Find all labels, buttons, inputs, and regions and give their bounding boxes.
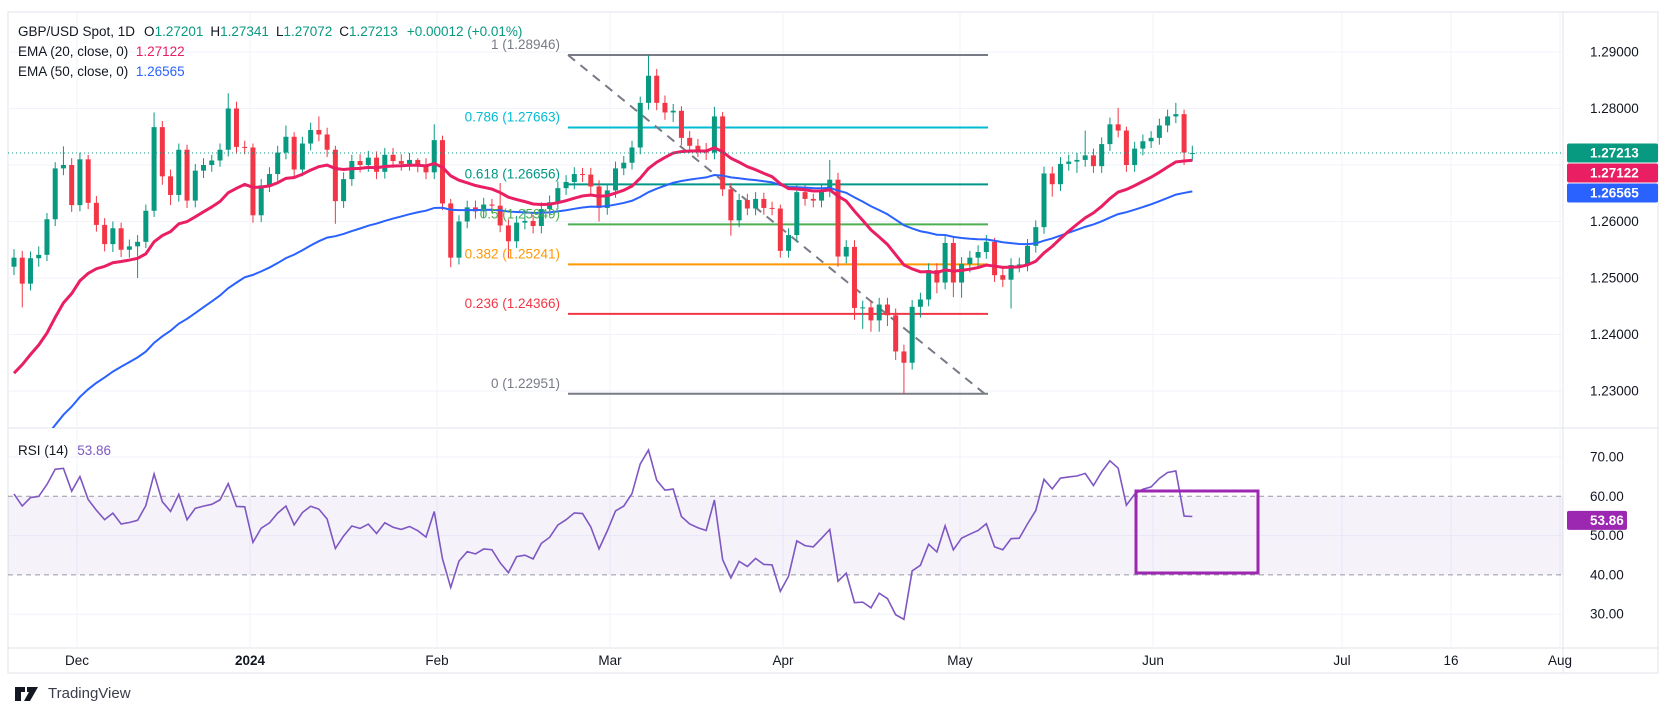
svg-text:1.27122: 1.27122: [1590, 165, 1639, 180]
svg-text:1.25000: 1.25000: [1590, 271, 1639, 286]
price-axis[interactable]: 1.29000 1.28000 1.26000 1.25000 1.24000 1.230…: [1567, 45, 1658, 399]
ohlc-letter: C: [339, 24, 350, 39]
ema50-value: 1.26565: [135, 64, 185, 79]
rsi-line: [13, 448, 1193, 621]
ema50-label[interactable]: EMA (50, close, 0): [18, 64, 129, 79]
svg-text:0.618 (1.26656): 0.618 (1.26656): [465, 166, 560, 181]
ohlc-values: O1.27201 H1.27341 L1.27072 C1.27213: [144, 24, 405, 39]
ema20-label[interactable]: EMA (20, close, 0): [18, 44, 129, 59]
svg-text:Jun: Jun: [1142, 653, 1164, 668]
svg-text:0.236 (1.24366): 0.236 (1.24366): [465, 296, 560, 311]
rsi-value: 53.86: [77, 443, 112, 458]
svg-text:53.86: 53.86: [1590, 513, 1624, 528]
time-axis[interactable]: Dec 2024 Feb Mar Apr May Jun Jul 16 Aug: [65, 653, 1572, 668]
svg-text:Feb: Feb: [425, 653, 448, 668]
svg-text:30.00: 30.00: [1590, 607, 1624, 622]
svg-text:Apr: Apr: [772, 653, 794, 668]
tradingview-logo[interactable]: TradingView: [15, 684, 131, 702]
chart-frame: [7, 11, 1659, 674]
price-badge-1.27213: [1567, 143, 1658, 163]
svg-text:Mar: Mar: [598, 653, 622, 668]
rsi-legend-row: RSI (14) 53.86: [18, 443, 111, 458]
change-value: +0.00012 (+0.01%): [406, 24, 523, 39]
price-badge-1.27122: [1567, 163, 1658, 183]
svg-text:Aug: Aug: [1548, 653, 1572, 668]
svg-text:16: 16: [1443, 653, 1458, 668]
fib-labels: 1 (1.28946) 0.786 (1.27663) 0.618 (1.26656…: [465, 37, 560, 391]
svg-text:1.26565: 1.26565: [1590, 185, 1639, 200]
svg-text:0.786 (1.27663): 0.786 (1.27663): [465, 110, 560, 125]
ema50-legend-row: EMA (50, close, 0) 1.26565: [18, 64, 185, 79]
price-pane[interactable]: [8, 54, 1563, 467]
svg-text:Dec: Dec: [65, 653, 89, 668]
gridlines: [8, 12, 1563, 648]
svg-text:70.00: 70.00: [1590, 450, 1624, 465]
svg-text:Jul: Jul: [1333, 653, 1350, 668]
ohlc-number: 1.27072: [283, 24, 333, 39]
svg-text:40.00: 40.00: [1590, 567, 1624, 582]
tradingview-logo-icon: [15, 687, 38, 701]
symbol-title[interactable]: GBP/USD Spot, 1D: [18, 24, 136, 39]
ema50-line: [51, 174, 1193, 428]
ohlc-number: 1.27201: [154, 24, 204, 39]
svg-text:50.00: 50.00: [1590, 528, 1624, 543]
svg-text:1.24000: 1.24000: [1590, 327, 1639, 342]
svg-text:0 (1.22951): 0 (1.22951): [491, 376, 560, 391]
svg-text:2024: 2024: [235, 653, 266, 668]
svg-text:May: May: [947, 653, 973, 668]
svg-text:1.29000: 1.29000: [1590, 45, 1639, 60]
svg-text:1.27213: 1.27213: [1590, 145, 1639, 160]
ohlc-letter: O: [144, 24, 155, 39]
main-legend-row: GBP/USD Spot, 1D O1.27201 H1.27341 L1.27072…: [18, 24, 522, 39]
ohlc-number: 1.27213: [349, 24, 398, 39]
rsi-band: [8, 496, 1563, 575]
svg-text:1 (1.28946): 1 (1.28946): [491, 37, 560, 52]
rsi-axis[interactable]: 70.00 60.00 50.00 40.00 30.00 53.86: [1567, 450, 1627, 622]
ema20-value: 1.27122: [135, 44, 185, 59]
ohlc-letter: L: [275, 24, 284, 39]
svg-text:1.26000: 1.26000: [1590, 214, 1639, 229]
ema20-line: [12, 146, 1193, 375]
svg-text:1.23000: 1.23000: [1590, 384, 1639, 399]
rsi-rectangle-drawing[interactable]: [1134, 489, 1260, 575]
rsi-badge: [1567, 510, 1627, 530]
tradingview-logo-text: TradingView: [48, 684, 131, 702]
svg-text:0.5 (1.25949): 0.5 (1.25949): [480, 206, 560, 221]
svg-text:0.382 (1.25241): 0.382 (1.25241): [465, 246, 560, 261]
ohlc-letter: H: [210, 24, 221, 39]
rsi-label[interactable]: RSI (14): [18, 443, 69, 458]
svg-text:60.00: 60.00: [1590, 489, 1624, 504]
rsi-pane[interactable]: [8, 448, 1563, 621]
svg-text:1.28000: 1.28000: [1590, 101, 1639, 116]
price-badge-1.26565: [1567, 183, 1658, 203]
ema20-legend-row: EMA (20, close, 0) 1.27122: [18, 44, 185, 59]
ohlc-number: 1.27341: [220, 24, 269, 39]
